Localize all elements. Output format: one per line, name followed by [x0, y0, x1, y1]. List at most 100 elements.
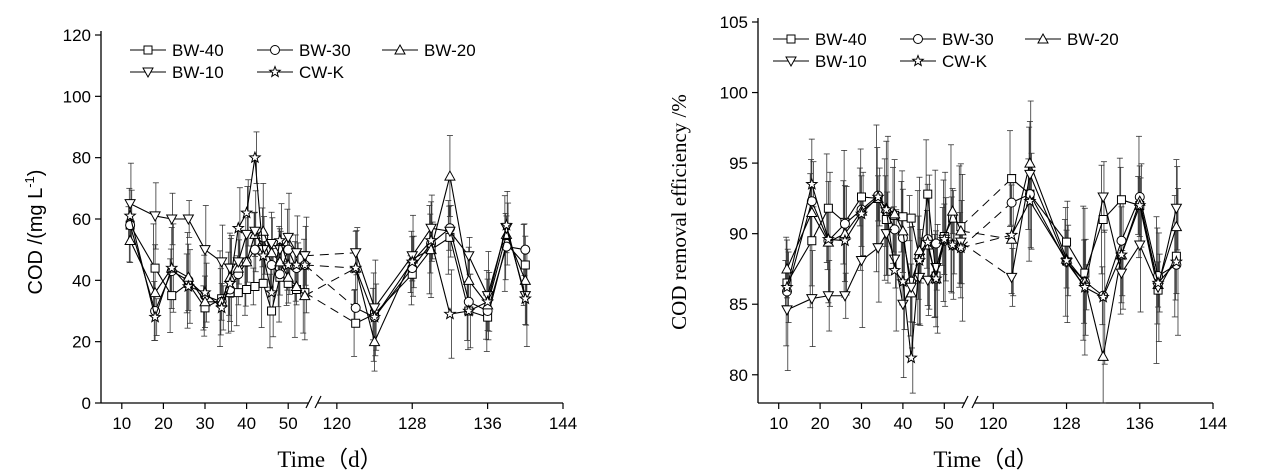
data-point [215, 301, 229, 314]
data-point [879, 202, 893, 216]
x-tick-label: 30 [852, 414, 871, 433]
data-point [896, 274, 910, 288]
data-point [1114, 247, 1129, 261]
data-point [443, 307, 457, 320]
data-point [249, 226, 261, 238]
data-point [165, 261, 179, 274]
data-point [1096, 290, 1110, 303]
data-point [240, 255, 253, 267]
data-point [888, 263, 902, 276]
data-point [424, 233, 438, 247]
x-tick-label: 40 [237, 414, 256, 433]
data-point [912, 253, 927, 267]
data-point [905, 282, 918, 294]
y-tick-label: 60 [72, 210, 91, 229]
data-point [258, 278, 268, 288]
x-tick-label: 50 [935, 414, 954, 433]
data-point [283, 244, 294, 255]
data-point [248, 150, 262, 164]
data-point [124, 234, 136, 245]
data-point [921, 275, 934, 287]
data-point [1133, 198, 1147, 212]
data-point [955, 224, 967, 236]
y-axis-label: COD /(mg L-1) [22, 170, 47, 295]
data-point [181, 279, 195, 293]
data-point [1098, 215, 1108, 225]
y-tick-label: 120 [63, 26, 91, 45]
data-point [780, 280, 794, 293]
data-point [165, 214, 178, 226]
data-point [1170, 220, 1183, 232]
data-point [1170, 203, 1183, 215]
series-line [786, 182, 962, 358]
data-point [462, 274, 475, 285]
data-point [807, 236, 817, 246]
data-point [1169, 254, 1183, 268]
data-point [857, 192, 866, 202]
axis-break-mark [961, 395, 969, 409]
data-point [351, 318, 361, 328]
data-point [823, 203, 833, 213]
data-point [805, 177, 819, 190]
x-axis-label: Time（d） [277, 447, 382, 472]
data-point [871, 190, 885, 203]
series-break-connector [960, 241, 1012, 278]
data-point [462, 304, 476, 317]
data-point [367, 310, 382, 323]
x-tick-label: 120 [323, 414, 351, 433]
x-tick-label: 20 [811, 414, 830, 433]
y-tick-label: 0 [82, 394, 91, 413]
legend-label: BW-40 [172, 41, 224, 60]
data-point [1006, 197, 1017, 208]
data-point [167, 291, 177, 301]
data-point [298, 251, 311, 262]
legend-marker [268, 65, 282, 78]
data-point [913, 272, 926, 284]
data-point [148, 310, 162, 323]
data-point [888, 207, 901, 219]
data-point [923, 189, 933, 199]
legend-label: BW-20 [424, 41, 476, 60]
data-point [1133, 240, 1146, 251]
data-point [1062, 237, 1072, 247]
data-point [223, 276, 237, 290]
series-line [129, 157, 305, 320]
data-point [150, 263, 160, 273]
data-point [929, 271, 943, 285]
data-point [839, 218, 850, 229]
data-point [839, 291, 851, 302]
data-point [781, 262, 793, 274]
data-point [954, 240, 968, 254]
legend-marker [785, 56, 797, 68]
data-point [937, 232, 951, 245]
series-bw-10 [781, 169, 1183, 316]
legend-marker [911, 54, 925, 67]
data-point [242, 285, 252, 295]
data-point [290, 280, 303, 291]
data-point [1116, 235, 1127, 246]
cod-concentration-chart: COD /(mg L-1) Time（d） 0 20 40 60 80 100 120 10 2… [22, 26, 577, 472]
data-point [368, 335, 381, 347]
data-point [805, 206, 818, 217]
legend-marker [270, 45, 280, 55]
legend-marker [786, 34, 796, 44]
data-point [290, 248, 303, 259]
data-point [264, 285, 279, 299]
data-point [350, 302, 361, 313]
series-break-connector [960, 202, 1012, 249]
data-point [273, 233, 287, 247]
legend-label: BW-40 [815, 30, 867, 49]
x-tick-label: 136 [1126, 414, 1154, 433]
y-tick-label: 95 [729, 154, 748, 173]
data-point [199, 295, 211, 307]
data-point [266, 260, 277, 270]
data-point [240, 205, 254, 219]
legend-marker [142, 67, 154, 79]
legend-marker [913, 34, 923, 44]
legend-label: CW-K [942, 52, 988, 71]
data-point [1116, 195, 1126, 205]
data-point [518, 291, 532, 305]
data-point [182, 214, 195, 226]
data-point [1059, 253, 1074, 267]
data-point [298, 289, 311, 301]
